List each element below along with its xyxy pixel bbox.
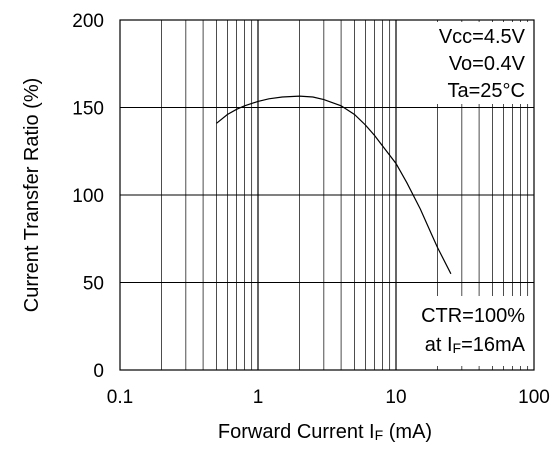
y-axis-title: Current Transfer Ratio (%) xyxy=(21,78,43,313)
x-tick-label: 100 xyxy=(518,387,550,408)
x-axis-title: Forward Current IF (mA) xyxy=(218,421,432,443)
annotation-vo: Vo=0.4V xyxy=(449,53,526,75)
y-tick-label: 100 xyxy=(72,186,104,207)
annotation-vcc: Vcc=4.5V xyxy=(439,26,526,48)
x-tick-label: 0.1 xyxy=(107,387,133,408)
annotation-if-subscript: F xyxy=(453,340,462,356)
ctr-curve xyxy=(216,95,452,275)
x-axis-title-unit: (mA) xyxy=(383,421,432,443)
y-tick-label: 150 xyxy=(72,99,104,120)
data-series xyxy=(216,95,452,275)
x-tick-label: 10 xyxy=(385,387,406,408)
y-tick-label: 0 xyxy=(93,361,104,382)
x-tick-label: 1 xyxy=(253,387,264,408)
x-axis-title-main: Forward Current I xyxy=(218,421,375,443)
plot-frame xyxy=(119,19,535,371)
annotation-if-suffix: =16mA xyxy=(461,334,526,356)
ctr-condition-annotation: CTR=100% at IF=16mA xyxy=(402,296,530,366)
annotation-ctr: CTR=100% xyxy=(421,305,525,327)
y-tick-label: 200 xyxy=(72,11,104,32)
annotation-ta: Ta=25°C xyxy=(448,80,526,102)
annotation-if: at IF=16mA xyxy=(425,334,526,356)
conditions-annotation: Vcc=4.5V Vo=0.4V Ta=25°C xyxy=(420,22,530,104)
annotation-if-prefix: at I xyxy=(425,334,453,356)
y-tick-label: 50 xyxy=(83,274,104,295)
x-axis-title-subscript: F xyxy=(375,427,384,443)
tick-labels: 0.1 1 10 100 0 50 100 150 200 xyxy=(72,11,550,408)
ctr-condition-annotation-bg xyxy=(402,296,530,366)
conditions-annotation-bg xyxy=(420,22,530,104)
